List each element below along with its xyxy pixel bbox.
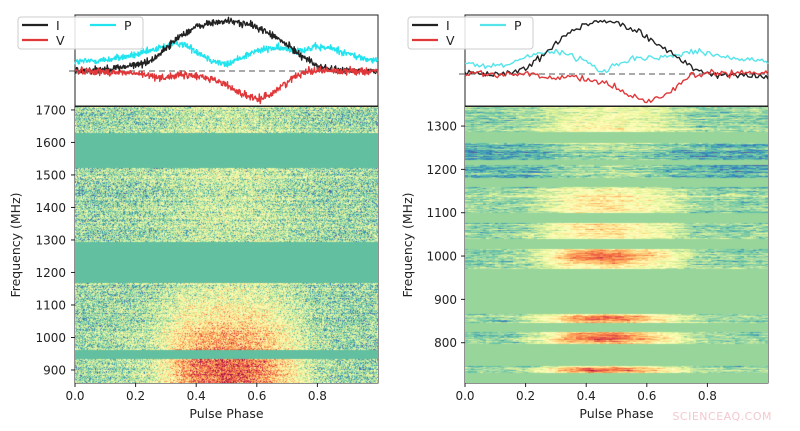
- y-tick-label: 900: [434, 293, 457, 307]
- legend-label-V: V: [446, 33, 455, 48]
- watermark: SCIENCEAQ.COM: [672, 410, 772, 423]
- profile-line-I: [464, 19, 769, 80]
- x-axis-label: Pulse Phase: [189, 406, 264, 421]
- y-tick-label: 1100: [426, 206, 457, 220]
- y-tick-label: 1100: [35, 298, 66, 312]
- y-tick-label: 800: [434, 336, 457, 350]
- y-tick-label: 1400: [35, 201, 66, 215]
- legend: I P V: [17, 16, 144, 50]
- x-tick-label: 0.0: [65, 389, 84, 403]
- y-tick-label: 1300: [35, 233, 66, 247]
- legend: I P V: [407, 16, 534, 50]
- y-tick-label: 1000: [35, 331, 66, 345]
- x-tick-label: 0.0: [455, 389, 474, 403]
- profile-line-P: [464, 47, 769, 74]
- x-tick-label: 0.4: [577, 389, 596, 403]
- profile-line-V: [74, 65, 379, 105]
- y-tick-label: 1300: [426, 120, 457, 134]
- x-tick-label: 0.6: [247, 389, 266, 403]
- y-tick-label: 1500: [35, 168, 66, 182]
- dynamic-spectrum-heatmap-left: [75, 107, 378, 383]
- legend-label-V: V: [56, 33, 65, 48]
- legend-label-I: I: [446, 18, 450, 33]
- x-tick-label: 0.2: [516, 389, 535, 403]
- x-tick-label: 0.6: [637, 389, 656, 403]
- legend-label-P: P: [514, 18, 522, 33]
- y-tick-label: 1000: [426, 250, 457, 264]
- y-axis-label: Frequency (MHz): [8, 192, 23, 297]
- x-tick-label: 0.8: [698, 389, 717, 403]
- legend-label-P: P: [124, 18, 132, 33]
- x-axis-label: Pulse Phase: [579, 406, 654, 421]
- y-tick-label: 1700: [35, 103, 66, 117]
- y-axis-label: Frequency (MHz): [400, 192, 415, 297]
- x-tick-label: 0.8: [308, 389, 327, 403]
- y-tick-label: 1200: [35, 266, 66, 280]
- profile-line-P: [74, 40, 379, 68]
- legend-label-I: I: [56, 18, 60, 33]
- y-tick-label: 1200: [426, 163, 457, 177]
- y-tick-label: 900: [43, 363, 66, 377]
- x-tick-label: 0.2: [126, 389, 145, 403]
- dynamic-spectrum-heatmap-right: [465, 107, 768, 383]
- y-tick-label: 1600: [35, 136, 66, 150]
- x-tick-label: 0.4: [187, 389, 206, 403]
- profile-line-V: [464, 68, 769, 104]
